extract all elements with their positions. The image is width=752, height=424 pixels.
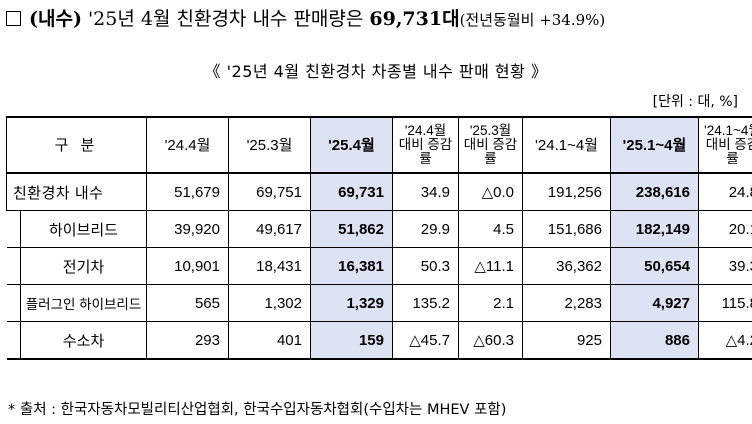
row-value: 182,149 [610, 210, 699, 248]
row-indent-spacer [6, 284, 21, 322]
row-category: 전기차 [20, 247, 147, 285]
row-category: 수소차 [20, 321, 147, 360]
row-value: 1,329 [310, 284, 393, 322]
checkbox-square-icon [6, 11, 21, 26]
row-value: △0.0 [458, 172, 523, 211]
headline: (내수) '25년 4월 친환경차 내수 판매량은 69,731대 (전년동월비… [6, 4, 605, 34]
header-ytd-change: '24.1~4월 대비 증감률 [698, 116, 752, 174]
table-row: 플러그인 하이브리드 565 1,302 1,329 135.2 2.1 2,283 4,92… [6, 284, 752, 322]
headline-value: 69,731대 [369, 8, 460, 30]
row-value: 69,731 [310, 172, 393, 211]
table-row: 하이브리드 39,920 49,617 51,862 29.9 4.5 151,686 182… [6, 210, 752, 248]
row-value: 51,679 [146, 172, 229, 211]
header-jan-apr-2024: '24.1~4월 [522, 116, 611, 174]
source-note: * 출처 : 한국자동차모빌리티산업협회, 한국수입자동차협회(수입차는 MHE… [8, 402, 507, 418]
row-value: 34.9 [392, 172, 459, 211]
row-value: 4.5 [458, 210, 523, 248]
row-value: 2.1 [458, 284, 523, 322]
row-value: 293 [146, 321, 229, 360]
header-apr-2025: '25.4월 [310, 116, 393, 174]
table-row: 친환경차 내수 51,679 69,751 69,731 34.9 △0.0 191,256… [6, 172, 752, 211]
row-value: 135.2 [392, 284, 459, 322]
row-value: △4.2 [698, 321, 752, 360]
header-apr-2024: '24.4월 [146, 116, 229, 174]
row-value: 115.8 [698, 284, 752, 322]
row-indent-spacer [6, 210, 21, 248]
table-row: 전기차 10,901 18,431 16,381 50.3 △11.1 36,362 50,6… [6, 247, 752, 285]
row-value: 565 [146, 284, 229, 322]
row-value: 20.1 [698, 210, 752, 248]
row-value: 49,617 [228, 210, 311, 248]
table-header-row: 구 분 '24.4월 '25.3월 '25.4월 '24.4월 대비 증감률 '… [6, 116, 752, 174]
row-category: 플러그인 하이브리드 [20, 284, 147, 322]
row-category: 친환경차 내수 [6, 172, 147, 211]
row-value: 50,654 [610, 247, 699, 285]
header-mom-change: '25.3월 대비 증감률 [458, 116, 523, 174]
row-value: 151,686 [522, 210, 611, 248]
header-jan-apr-2025: '25.1~4월 [610, 116, 699, 174]
row-value: 39,920 [146, 210, 229, 248]
row-value: 401 [228, 321, 311, 360]
row-value: 1,302 [228, 284, 311, 322]
row-indent-spacer [6, 321, 21, 360]
row-value: 886 [610, 321, 699, 360]
row-value: 39.3 [698, 247, 752, 285]
headline-text: '25년 4월 친환경차 내수 판매량은 [87, 8, 364, 30]
header-category: 구 분 [6, 116, 147, 174]
row-value: 10,901 [146, 247, 229, 285]
row-value: 191,256 [522, 172, 611, 211]
row-value: 36,362 [522, 247, 611, 285]
row-value: 50.3 [392, 247, 459, 285]
headline-note: (전년동월비 +34.9%) [459, 11, 606, 29]
row-value: 29.9 [392, 210, 459, 248]
row-value: △60.3 [458, 321, 523, 360]
row-value: △11.1 [458, 247, 523, 285]
headline-label: (내수) [29, 8, 82, 30]
row-value: 51,862 [310, 210, 393, 248]
row-value: 69,751 [228, 172, 311, 211]
unit-label: [단위 : 대, %] [652, 94, 738, 110]
row-value: 238,616 [610, 172, 699, 211]
row-category: 하이브리드 [20, 210, 147, 248]
header-yoy-change: '24.4월 대비 증감률 [392, 116, 459, 174]
row-value: 159 [310, 321, 393, 360]
row-value: 24.8 [698, 172, 752, 211]
row-value: 18,431 [228, 247, 311, 285]
row-indent-spacer [6, 247, 21, 285]
row-value: △45.7 [392, 321, 459, 360]
header-mar-2025: '25.3월 [228, 116, 311, 174]
row-value: 2,283 [522, 284, 611, 322]
row-value: 16,381 [310, 247, 393, 285]
table-title: 《 '25년 4월 친환경차 차종별 내수 판매 현황 》 [204, 62, 548, 81]
sales-table: 구 분 '24.4월 '25.3월 '25.4월 '24.4월 대비 증감률 '… [6, 116, 752, 360]
row-value: 4,927 [610, 284, 699, 322]
row-value: 925 [522, 321, 611, 360]
